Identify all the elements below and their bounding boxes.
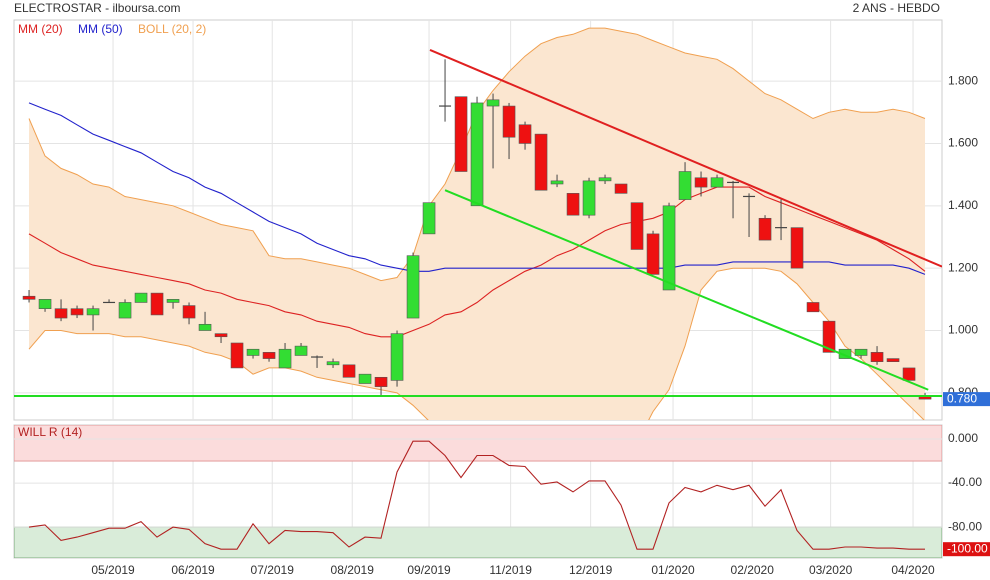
candle-body (630, 202, 644, 250)
candle-body (694, 177, 708, 188)
candle-body (182, 305, 196, 319)
trend-line (444, 189, 929, 391)
candle-body (486, 99, 500, 107)
candle-body (38, 299, 52, 309)
last-value-box (943, 392, 990, 407)
y-tick-label: 1.000 (948, 323, 978, 337)
candle-body (902, 367, 916, 381)
last-value-box (943, 542, 990, 557)
x-tick-label: 04/2020 (891, 563, 935, 577)
x-tick-label: 11/2019 (489, 563, 532, 577)
y-tick-label: 1.400 (948, 198, 978, 212)
x-tick-label: 06/2019 (171, 563, 215, 577)
candle-body (422, 202, 436, 235)
candle-body (86, 308, 100, 316)
candle-body (582, 180, 596, 216)
candle-body (566, 193, 580, 216)
y-tick-label: -80.00 (948, 519, 982, 533)
annotations: 05/2019 06/2019 07/2019 08/2019 09/2019 11/20… (18, 22, 990, 577)
candle-body (870, 352, 884, 362)
candle-body (806, 302, 820, 313)
x-tick-label: 07/2019 (251, 563, 295, 577)
candle-body (150, 292, 164, 316)
candle-body (246, 348, 260, 356)
legend-entry: MM (20) (18, 22, 63, 36)
bollinger-lower (28, 267, 925, 420)
legend-entry: MM (50) (78, 22, 123, 36)
candle-body (70, 308, 84, 316)
candle-body (230, 342, 244, 369)
period-label: 2 ANS - HEBDO (853, 1, 940, 15)
candle-body (374, 376, 388, 387)
candle-body (502, 105, 516, 138)
candle-body (598, 177, 612, 182)
candle-body (22, 295, 36, 300)
x-tick-label: 12/2019 (569, 563, 613, 577)
candle-body (854, 348, 868, 356)
moving-average (28, 102, 926, 275)
y-tick-label: 1.200 (948, 260, 978, 274)
candle-body (166, 299, 180, 303)
candle-body (886, 358, 900, 362)
candle-body (342, 364, 356, 378)
candle-body (662, 205, 676, 291)
candle-body (326, 361, 340, 366)
indicator-plot (14, 425, 942, 558)
candle-body (262, 352, 276, 359)
indicator-title: WILL R (14) (18, 425, 82, 439)
legend-entry: BOLL (20, 2) (138, 22, 206, 36)
candle-body (710, 177, 724, 188)
candle-body (678, 171, 692, 200)
last-value-label: 0.780 (947, 391, 977, 405)
candle-body (646, 233, 660, 275)
y-tick-label: -40.00 (948, 475, 982, 489)
candle-body (198, 323, 212, 331)
y-tick-label: 1.600 (948, 136, 978, 150)
candle-body (214, 333, 228, 338)
trend-line (429, 49, 942, 268)
y-tick-label: 1.800 (948, 73, 978, 87)
candle-body (758, 217, 772, 241)
candle-body (454, 96, 468, 172)
candle-body (390, 333, 404, 381)
price-plot (14, 20, 942, 420)
candle-body (518, 124, 532, 144)
candle-body (118, 302, 132, 319)
candle-body (790, 227, 804, 269)
candle-body (294, 345, 308, 356)
candle-body (822, 320, 836, 353)
candle-body (534, 133, 548, 191)
y-tick-label: 0.000 (948, 431, 978, 445)
candle-body (550, 180, 564, 185)
candle-body (358, 373, 372, 384)
x-tick-label: 02/2020 (731, 563, 775, 577)
candle-body (134, 292, 148, 303)
candle-body (470, 102, 484, 207)
chart-title: ELECTROSTAR - ilboursa.com (14, 1, 180, 15)
last-value-label: -100.00 (947, 541, 988, 555)
candle-body (278, 348, 292, 369)
x-tick-label: 03/2020 (809, 563, 853, 577)
candle-body (54, 308, 68, 319)
candle-body (406, 255, 420, 319)
oversold-zone (14, 526, 942, 558)
bollinger-area (29, 28, 925, 420)
x-tick-label: 05/2019 (91, 563, 135, 577)
x-tick-label: 01/2020 (651, 563, 695, 577)
indicator-line (28, 440, 925, 550)
x-tick-label: 08/2019 (331, 563, 375, 577)
moving-average (28, 186, 926, 338)
x-tick-label: 09/2019 (407, 563, 451, 577)
candle-body (614, 183, 628, 194)
